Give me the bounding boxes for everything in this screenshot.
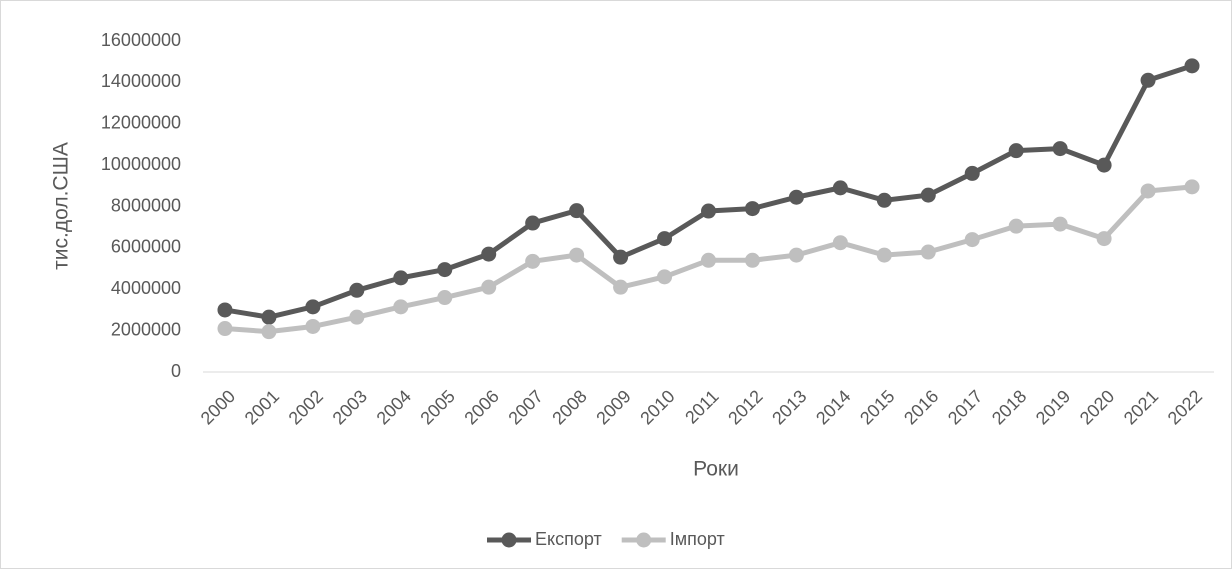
data-point — [613, 279, 629, 295]
y-tick-label: 4000000 — [111, 278, 181, 298]
data-point — [217, 302, 233, 318]
data-point — [832, 180, 848, 196]
data-point — [876, 247, 892, 263]
data-point — [217, 321, 233, 337]
data-point — [1184, 179, 1200, 195]
data-point — [437, 262, 453, 278]
data-point — [1140, 183, 1156, 199]
legend-label: Експорт — [535, 529, 602, 549]
data-point — [788, 189, 804, 205]
y-tick-label: 10000000 — [101, 154, 181, 174]
y-tick-label: 12000000 — [101, 113, 181, 133]
data-point — [1096, 157, 1112, 173]
data-point — [393, 299, 409, 315]
y-tick-label: 8000000 — [111, 195, 181, 215]
data-point — [876, 192, 892, 208]
data-point — [1140, 72, 1156, 88]
y-axis-title: тис.дол.США — [50, 142, 73, 270]
y-tick-label: 0 — [171, 361, 181, 381]
data-point — [701, 252, 716, 268]
legend-marker — [501, 532, 517, 548]
data-point — [613, 249, 629, 265]
data-point — [305, 318, 321, 334]
data-point — [1052, 216, 1068, 232]
y-tick-label: 6000000 — [111, 237, 181, 257]
data-point — [569, 203, 585, 219]
data-point — [525, 253, 541, 269]
data-point — [744, 252, 760, 268]
data-point — [1008, 218, 1024, 234]
y-tick-label: 16000000 — [101, 30, 181, 50]
data-point — [261, 324, 277, 340]
data-point — [349, 309, 365, 325]
data-point — [305, 299, 321, 315]
data-point — [1008, 143, 1024, 159]
data-point — [964, 232, 980, 248]
y-tick-label: 2000000 — [111, 319, 181, 339]
data-point — [481, 279, 497, 295]
legend-label: Імпорт — [670, 529, 725, 549]
data-point — [261, 309, 277, 325]
data-point — [964, 165, 980, 181]
data-point — [657, 269, 673, 285]
data-point — [437, 290, 453, 306]
data-point — [701, 203, 716, 219]
data-point — [569, 247, 585, 263]
data-point — [920, 244, 936, 260]
data-point — [788, 247, 804, 263]
data-point — [349, 282, 365, 298]
data-point — [1184, 58, 1200, 74]
data-point — [657, 231, 673, 247]
data-point — [393, 270, 409, 286]
data-point — [920, 187, 936, 203]
data-point — [832, 235, 848, 251]
data-point — [744, 201, 760, 217]
y-tick-label: 14000000 — [101, 71, 181, 91]
legend-marker — [636, 532, 652, 548]
x-axis-title: Роки — [693, 458, 739, 481]
data-point — [525, 215, 541, 231]
data-point — [481, 246, 497, 262]
data-point — [1052, 141, 1068, 157]
data-point — [1096, 231, 1112, 247]
